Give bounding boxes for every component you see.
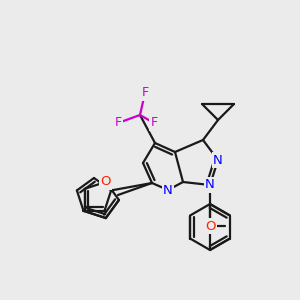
Text: O: O <box>100 176 111 188</box>
Text: F: F <box>150 116 158 130</box>
Text: F: F <box>114 116 122 130</box>
Text: N: N <box>213 154 223 166</box>
Text: N: N <box>205 178 215 191</box>
Text: O: O <box>205 220 215 232</box>
Text: N: N <box>163 184 173 196</box>
Text: F: F <box>141 86 148 100</box>
